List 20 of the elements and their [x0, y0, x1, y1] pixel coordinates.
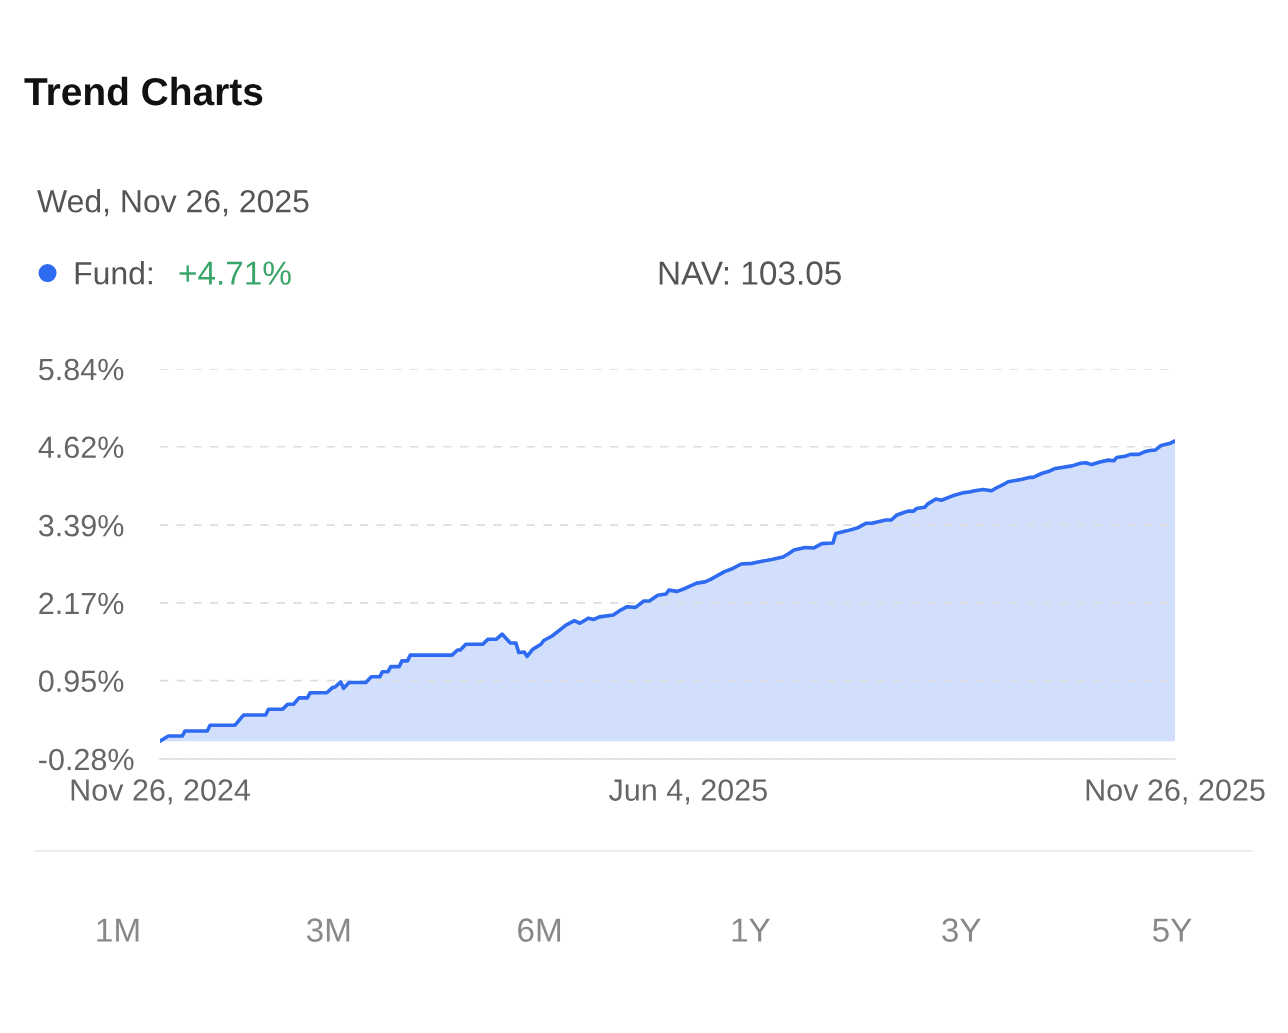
legend-label: Fund: [75, 261, 152, 285]
x-tick-label: Jun 4, 2025 [608, 779, 767, 805]
y-tick-label: 4.62% [38, 436, 124, 459]
text: 3Y [942, 918, 981, 942]
y-tick-label: 5.84% [39, 358, 124, 381]
text: 3M [306, 918, 350, 942]
text: 1Y [732, 918, 771, 942]
chart-title: Trend Charts [24, 76, 263, 106]
text: +4.71% [179, 261, 291, 285]
y-tick-label: 3.39% [38, 514, 124, 537]
text: 1M [97, 918, 139, 942]
text: NAV: 103.05 [659, 261, 841, 285]
x-tick-label: Nov 26, 2024 [71, 779, 250, 805]
text: 5Y [1152, 918, 1192, 942]
y-tick-label: -0.28% [39, 748, 134, 771]
text: 6M [518, 918, 561, 942]
y-tick-label: 0.95% [38, 670, 124, 692]
chart-subtitle: Wed, Nov 26, 2025 [37, 189, 309, 217]
y-tick-label: 2.17% [39, 592, 124, 615]
x-tick-label: Nov 26, 2025 [1086, 779, 1265, 805]
